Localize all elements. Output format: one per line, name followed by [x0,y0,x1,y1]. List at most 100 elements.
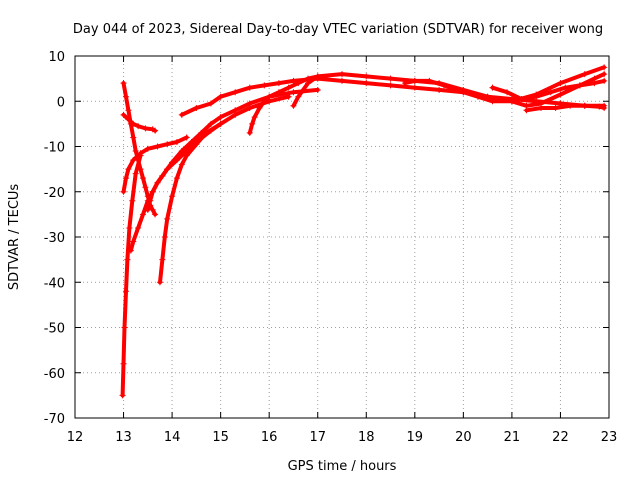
data-point [246,129,253,136]
x-tick-label: 21 [504,430,521,445]
x-tick-label: 22 [552,430,569,445]
data-point [183,152,190,159]
data-point [217,114,224,121]
data-point [120,111,127,118]
y-tick-label: -20 [44,186,65,201]
data-point [159,172,166,179]
x-tick-label: 19 [407,430,424,445]
data-point [547,89,554,96]
data-point [207,100,214,107]
data-point [178,111,185,118]
data-point [504,89,511,96]
data-point [126,224,133,231]
x-axis-label: GPS time / hours [288,459,397,474]
chart-title: Day 044 of 2023, Sidereal Day-to-day VTE… [73,22,603,37]
x-tick-label: 15 [212,430,229,445]
y-tick-label: -50 [44,322,65,337]
data-point [567,102,574,109]
series-arc-3 [120,111,159,134]
data-point [144,145,151,152]
y-tick-label: 0 [57,95,65,110]
data-point [119,392,126,399]
data-point [164,141,171,148]
data-point [426,77,433,84]
data-point [142,125,149,132]
data-point [256,105,263,112]
x-tick-label: 23 [601,430,618,445]
y-tick-label: -60 [44,367,65,382]
data-point [261,82,268,89]
data-point [523,107,530,114]
data-point [152,127,159,134]
data-point [135,224,142,231]
data-point [246,84,253,91]
data-point [295,80,302,87]
data-point [562,84,569,91]
data-point [122,175,129,182]
data-point [125,107,132,114]
data-point [436,86,443,93]
data-point [249,120,256,127]
series-trace [128,94,291,253]
data-point [178,148,185,155]
data-point [120,360,127,367]
data-point [552,105,559,112]
data-point [124,256,131,263]
data-point [193,141,200,148]
data-point [154,179,161,186]
data-point [188,138,195,145]
data-point [601,105,608,112]
data-point [533,93,540,100]
y-tick-label: -70 [44,412,65,427]
data-point [474,93,481,100]
data-point [127,247,134,254]
data-point [130,120,137,127]
data-point [275,89,282,96]
data-point [440,82,447,89]
data-point [183,134,190,141]
data-point [152,211,159,218]
data-point [557,80,564,87]
x-tick-label: 14 [164,430,181,445]
x-tick-label: 13 [115,430,132,445]
data-point [144,206,151,213]
data-point [125,116,132,123]
data-point [596,103,603,110]
data-point [130,238,137,245]
data-point [266,93,273,100]
data-point [139,211,146,218]
data-point [576,82,583,89]
y-axis-label: SDTVAR / TECUs [7,184,22,291]
data-point [402,80,409,87]
data-point [130,157,137,164]
y-tick-label: 10 [48,50,65,65]
data-point [591,80,598,87]
data-point [232,89,239,96]
y-tick-label: -30 [44,231,65,246]
data-point [178,161,185,168]
data-point [581,71,588,78]
data-point [295,93,302,100]
data-point [290,89,297,96]
series-arc-6 [144,86,321,213]
data-point [290,77,297,84]
data-point [411,77,418,84]
data-point [275,80,282,87]
data-point [314,86,321,93]
data-point [581,102,588,109]
x-tick-label: 18 [358,430,375,445]
data-point [132,148,139,155]
plot-frame [74,55,610,419]
data-point [251,114,258,121]
data-point [538,105,545,112]
data-point [217,93,224,100]
data-point [164,215,171,222]
data-point [363,73,370,80]
data-point [207,120,214,127]
data-point [156,279,163,286]
data-point [460,89,467,96]
data-point [387,75,394,82]
series-arc-5 [127,93,292,254]
data-point [314,73,321,80]
